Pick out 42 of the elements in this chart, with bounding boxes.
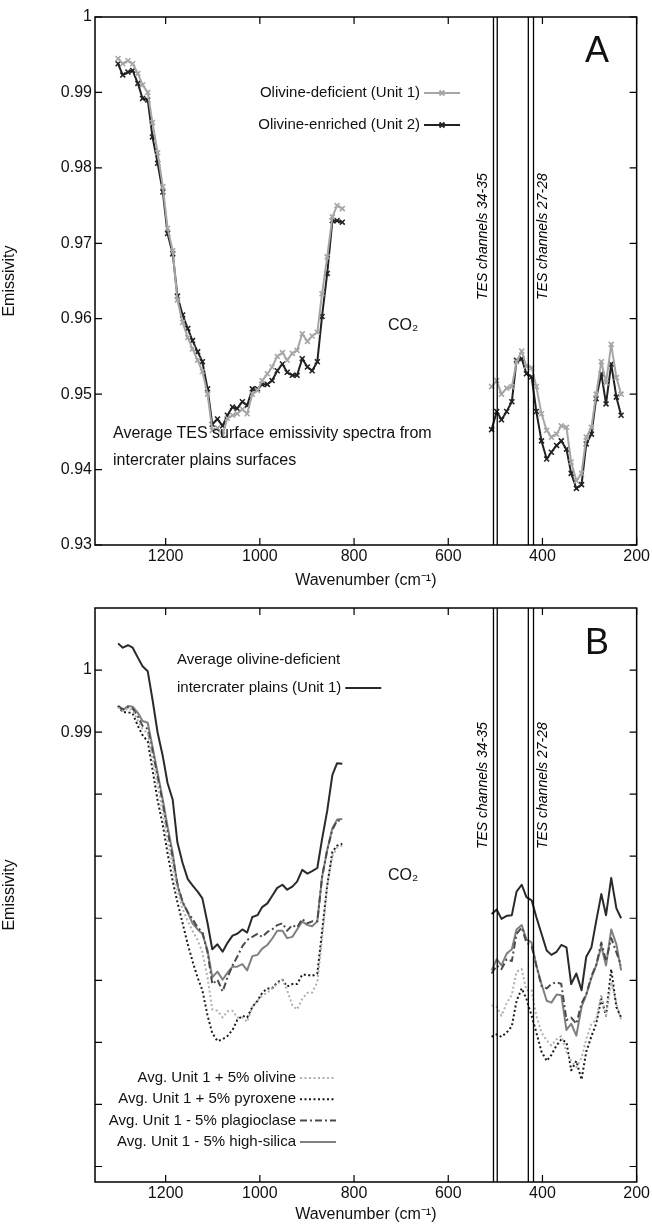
- legend-label: Avg. Unit 1 + 5% olivine: [137, 1068, 296, 1086]
- y-tick-label: 1: [83, 7, 93, 25]
- x-tick-label: 800: [340, 547, 368, 565]
- x-tick-label: 400: [529, 547, 556, 565]
- x-tick-label: 200: [623, 1184, 651, 1202]
- x-axis-title: Wavenumber (cm⁻¹): [295, 570, 437, 588]
- series-label: Average olivine-deficient intercrater plains (Unit 1): [177, 650, 342, 696]
- y-tick-label: 0.99: [60, 722, 93, 740]
- annotation: CO₂: [388, 316, 419, 333]
- ref-line-label: TES channels 34-35: [474, 722, 491, 850]
- y-tick-label: 0.96: [60, 309, 93, 327]
- ref-line-label: TES channels 34-35: [474, 172, 491, 301]
- x-axis-title: Wavenumber (cm⁻¹): [295, 1204, 437, 1222]
- y-tick-label: 0.95: [60, 384, 93, 402]
- y-tick-label: 0.94: [60, 459, 93, 477]
- x-tick-label: 800: [340, 1184, 368, 1202]
- y-axis-title: Emissivity: [0, 245, 18, 317]
- x-tick-label: 200: [623, 547, 651, 565]
- x-tick-label: 400: [529, 1184, 556, 1202]
- x-tick-label: 600: [434, 1184, 462, 1202]
- legend-label: Avg. Unit 1 - 5% plagioclase: [108, 1110, 296, 1128]
- legend-label: Avg. Unit 1 - 5% high-silica: [117, 1132, 297, 1150]
- x-tick-label: 1000: [242, 547, 278, 565]
- y-tick-label: 0.93: [60, 535, 93, 553]
- x-tick-label: 1200: [147, 547, 184, 565]
- legend-label: Avg. Unit 1 + 5% pyroxene: [118, 1089, 296, 1107]
- ref-line-label: TES channels 27-28: [534, 722, 551, 850]
- y-tick-label: 1: [83, 660, 93, 678]
- x-tick-label: 1000: [242, 1184, 278, 1202]
- legend-label: Olivine-deficient (Unit 1): [259, 83, 420, 101]
- annotation: CO₂: [388, 866, 419, 883]
- annotation: A: [585, 29, 610, 70]
- ref-line-label: TES channels 27-28: [534, 172, 551, 301]
- x-tick-label: 600: [434, 547, 462, 565]
- y-tick-label: 0.97: [60, 233, 93, 251]
- legend-label: Olivine-enriched (Unit 2): [258, 115, 420, 133]
- annotation: Average TES surface emissivity spectra from intercrater plains surfaces: [113, 424, 432, 469]
- y-tick-label: 0.99: [60, 82, 93, 100]
- y-tick-label: 0.98: [60, 158, 93, 176]
- annotation: B: [585, 621, 610, 662]
- x-tick-label: 1200: [147, 1184, 184, 1202]
- y-axis-title: Emissivity: [0, 859, 18, 931]
